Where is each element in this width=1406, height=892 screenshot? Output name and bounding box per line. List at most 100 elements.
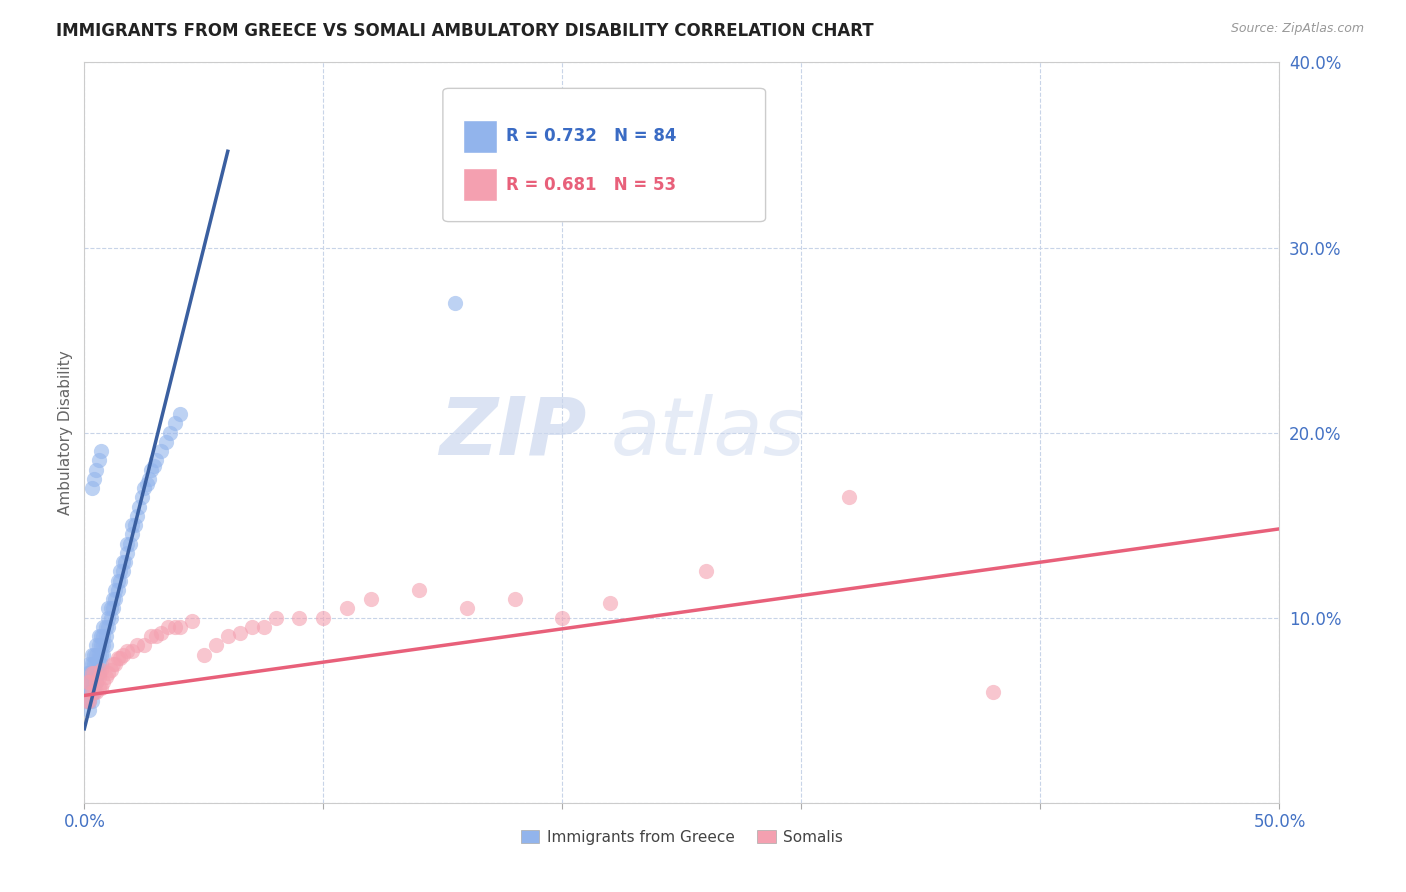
- Point: [100, 610, 122, 624]
- Point: [86, 675, 108, 690]
- Point: [93, 648, 115, 662]
- Point: [100, 663, 122, 677]
- Point: [110, 565, 132, 579]
- Point: [312, 610, 335, 624]
- Point: [93, 675, 115, 690]
- Point: [169, 407, 191, 421]
- Point: [86, 657, 108, 671]
- Point: [110, 651, 132, 665]
- Point: [240, 620, 263, 634]
- Point: [76, 685, 98, 699]
- Point: [181, 615, 204, 629]
- Point: [76, 694, 98, 708]
- Point: [87, 657, 110, 671]
- Point: [83, 648, 105, 662]
- Point: [100, 601, 122, 615]
- Point: [86, 685, 108, 699]
- Point: [83, 685, 105, 699]
- Point: [336, 601, 359, 615]
- Point: [264, 610, 287, 624]
- Text: atlas: atlas: [610, 393, 806, 472]
- Point: [86, 666, 108, 681]
- Point: [83, 472, 105, 486]
- Point: [90, 681, 112, 695]
- Point: [125, 508, 148, 523]
- Point: [80, 648, 103, 662]
- Point: [77, 675, 100, 690]
- Text: Source: ZipAtlas.com: Source: ZipAtlas.com: [1230, 22, 1364, 36]
- Point: [87, 453, 110, 467]
- Point: [77, 694, 100, 708]
- Legend: Immigrants from Greece, Somalis: Immigrants from Greece, Somalis: [515, 823, 849, 851]
- Point: [97, 601, 120, 615]
- Point: [80, 685, 103, 699]
- Point: [838, 491, 860, 505]
- Point: [159, 425, 181, 440]
- Text: ZIP: ZIP: [439, 393, 586, 472]
- Point: [97, 666, 120, 681]
- Text: IMMIGRANTS FROM GREECE VS SOMALI AMBULATORY DISABILITY CORRELATION CHART: IMMIGRANTS FROM GREECE VS SOMALI AMBULAT…: [56, 22, 875, 40]
- Point: [111, 555, 134, 569]
- Point: [114, 555, 136, 569]
- Point: [90, 629, 112, 643]
- Bar: [463, 168, 496, 202]
- Point: [444, 296, 467, 310]
- Point: [205, 639, 228, 653]
- Point: [101, 601, 124, 615]
- Point: [121, 527, 143, 541]
- Point: [169, 620, 191, 634]
- Point: [599, 596, 621, 610]
- Point: [97, 610, 120, 624]
- Point: [121, 644, 143, 658]
- Point: [83, 657, 105, 671]
- Point: [110, 574, 132, 588]
- Text: R = 0.732   N = 84: R = 0.732 N = 84: [506, 128, 676, 145]
- Point: [131, 491, 153, 505]
- Bar: [463, 120, 496, 153]
- Point: [86, 675, 108, 690]
- Point: [80, 685, 103, 699]
- Point: [77, 703, 100, 717]
- Point: [117, 536, 139, 550]
- Point: [77, 675, 100, 690]
- Point: [87, 629, 110, 643]
- Point: [142, 458, 165, 473]
- Point: [101, 657, 124, 671]
- Point: [104, 657, 127, 671]
- Point: [83, 666, 105, 681]
- Point: [128, 500, 150, 514]
- Point: [86, 639, 108, 653]
- Point: [90, 663, 112, 677]
- Point: [125, 639, 148, 653]
- Point: [138, 472, 160, 486]
- Point: [149, 444, 172, 458]
- Point: [97, 620, 120, 634]
- Point: [107, 651, 129, 665]
- Point: [86, 462, 108, 476]
- Point: [157, 620, 180, 634]
- Point: [145, 629, 167, 643]
- Point: [80, 666, 103, 681]
- FancyBboxPatch shape: [443, 88, 766, 221]
- Point: [229, 625, 252, 640]
- Point: [90, 444, 112, 458]
- Point: [80, 694, 103, 708]
- Point: [76, 675, 98, 690]
- Point: [90, 657, 112, 671]
- Point: [107, 574, 129, 588]
- Point: [76, 694, 98, 708]
- Point: [77, 694, 100, 708]
- Point: [83, 675, 105, 690]
- Point: [93, 620, 115, 634]
- Point: [217, 629, 239, 643]
- Point: [77, 666, 100, 681]
- Point: [503, 592, 526, 607]
- Point: [141, 462, 163, 476]
- Point: [121, 518, 143, 533]
- Point: [288, 610, 311, 624]
- Point: [155, 434, 177, 449]
- Point: [104, 592, 127, 607]
- Point: [141, 629, 163, 643]
- Point: [83, 666, 105, 681]
- Point: [94, 639, 117, 653]
